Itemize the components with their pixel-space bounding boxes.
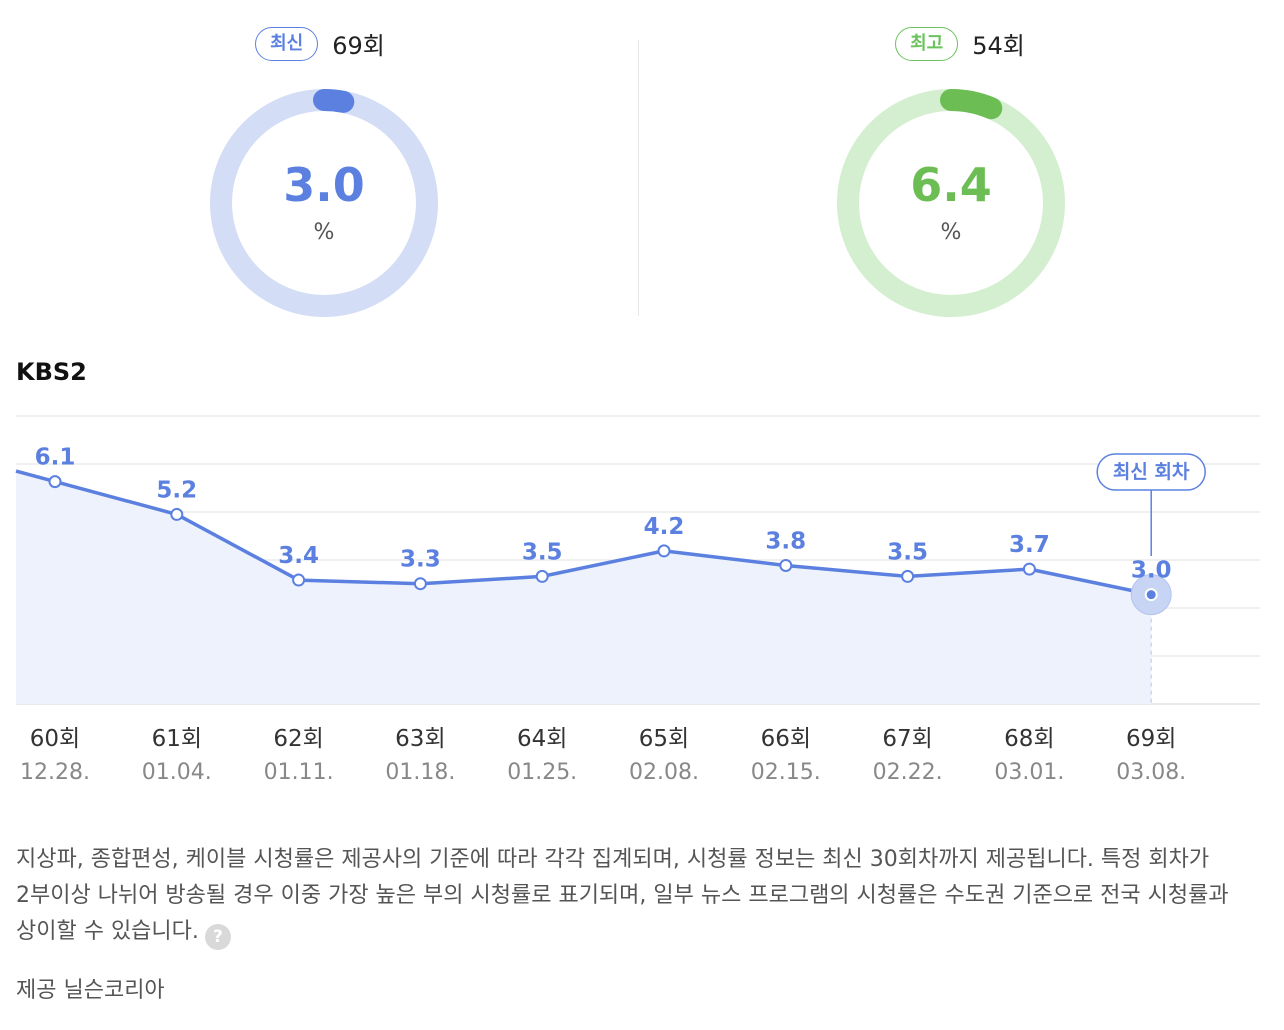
data-source: 제공 닐슨코리아 [16, 978, 165, 1003]
help-icon[interactable]: ? [204, 924, 231, 950]
highest-rating-unit: % [940, 220, 962, 245]
data-point[interactable] [170, 507, 184, 521]
latest-gauge-ring [210, 89, 438, 317]
x-tick-date: 02.08. [629, 760, 699, 785]
data-label: 3.5 [887, 539, 928, 565]
x-tick-episode: 64회 [517, 726, 567, 752]
data-point[interactable] [657, 544, 671, 558]
series-area [16, 471, 1152, 704]
x-tick-episode: 60회 [30, 726, 80, 752]
x-tick-date: 03.08. [1116, 760, 1186, 785]
x-tick-episode: 65회 [639, 726, 689, 752]
x-tick-date: 02.15. [751, 760, 821, 785]
highest-gauge-arc [837, 89, 1065, 317]
x-tick-episode: 69회 [1126, 726, 1176, 752]
x-tick-date: 01.11. [264, 760, 334, 785]
latest-callout-pill [1096, 453, 1206, 491]
data-point[interactable] [1144, 588, 1158, 602]
data-label: 3.0 [1131, 558, 1172, 584]
highest-gauge-ring [837, 89, 1065, 317]
data-point[interactable] [48, 475, 62, 489]
data-point[interactable] [413, 577, 427, 591]
highest-rating-value: 6.4 [910, 158, 992, 212]
latest-callout-label: 최신 회차 [1113, 461, 1190, 483]
data-point[interactable] [779, 558, 793, 572]
x-tick-date: 01.25. [507, 760, 577, 785]
data-label: 6.1 [35, 445, 76, 471]
x-tick-date: 01.18. [385, 760, 455, 785]
data-point[interactable] [535, 569, 549, 583]
x-tick-episode: 66회 [761, 726, 811, 752]
ratings-note-text: 지상파, 종합편성, 케이블 시청률은 제공사의 기준에 따라 각각 집계되며,… [16, 847, 1229, 944]
highest-rating-gauge: 6.4 % [836, 88, 1066, 318]
latest-rating-value: 3.0 [283, 158, 365, 212]
latest-episode: 69회 [332, 32, 385, 60]
latest-rating-header: 최신 69회 [0, 26, 640, 61]
data-label: 5.2 [156, 477, 197, 503]
channel-name: KBS2 [16, 358, 87, 386]
gauge-divider [638, 40, 639, 316]
highest-episode: 54회 [972, 32, 1025, 60]
data-point[interactable] [901, 569, 915, 583]
data-label: 3.8 [765, 528, 806, 554]
data-label: 3.3 [400, 547, 441, 573]
data-label: 3.4 [278, 543, 319, 569]
ratings-line-chart: 최신 회차 6.1 60회 12.28. 5.2 61회 01.04. 3.4 62회 01.11… [15, 415, 1260, 785]
data-label: 3.7 [1009, 532, 1050, 558]
data-label: 4.2 [644, 514, 685, 540]
latest-gauge-arc [210, 89, 438, 317]
x-tick-episode: 63회 [395, 726, 445, 752]
x-tick-episode: 68회 [1004, 726, 1054, 752]
x-tick-date: 12.28. [20, 760, 90, 785]
latest-badge: 최신 [255, 26, 319, 61]
highest-badge: 최고 [895, 26, 959, 61]
x-tick-date: 01.04. [142, 760, 212, 785]
x-tick-episode: 61회 [152, 726, 202, 752]
x-tick-episode: 62회 [273, 726, 323, 752]
x-tick-date: 03.01. [994, 760, 1064, 785]
data-label: 3.5 [522, 539, 563, 565]
latest-rating-gauge: 3.0 % [209, 88, 439, 318]
highest-rating-header: 최고 54회 [640, 26, 1280, 61]
data-point[interactable] [1022, 562, 1036, 576]
x-tick-date: 02.22. [873, 760, 943, 785]
latest-rating-panel: 최신 69회 3.0 % [0, 0, 640, 330]
ratings-note: 지상파, 종합편성, 케이블 시청률은 제공사의 기준에 따라 각각 집계되며,… [16, 842, 1261, 950]
data-point[interactable] [292, 573, 306, 587]
latest-rating-unit: % [313, 220, 335, 245]
highest-rating-panel: 최고 54회 6.4 % [640, 0, 1280, 330]
x-tick-episode: 67회 [882, 726, 932, 752]
